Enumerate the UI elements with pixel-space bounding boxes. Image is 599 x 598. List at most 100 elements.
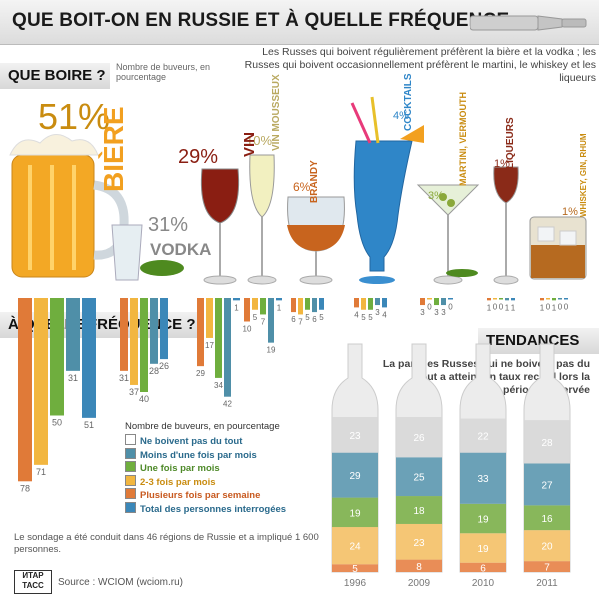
- freq-bar: [120, 298, 128, 371]
- section-trends-label: TENDANCES: [486, 332, 580, 349]
- trend-segment: [332, 497, 378, 528]
- freq-value-label: 78: [20, 483, 30, 493]
- freq-bar: [298, 298, 303, 315]
- freq-bar: [354, 298, 359, 308]
- category-label-wine: VIN: [241, 131, 258, 157]
- freq-value-label: 7: [261, 317, 266, 326]
- freq-bar: [276, 298, 282, 301]
- freq-bar: [305, 298, 310, 310]
- freq-value-label: 0: [448, 303, 453, 312]
- freq-value-label: 1: [552, 303, 557, 312]
- freq-value-label: 5: [319, 313, 324, 322]
- freq-bar: [505, 298, 509, 301]
- pct-label-beer: 51%: [38, 96, 111, 137]
- freq-value-label: 0: [499, 303, 504, 312]
- category-label-vodka: VODKA: [150, 240, 212, 259]
- trend-value-label: 26: [413, 433, 425, 444]
- freq-bar: [34, 298, 48, 465]
- freq-value-label: 1: [540, 303, 545, 312]
- legend-item: Moins d'une fois par mois: [125, 447, 257, 461]
- title-bar: QUE BOIT-ON EN RUSSIE ET À QUELLE FRÉQUE…: [0, 0, 599, 45]
- freq-value-label: 3: [441, 308, 446, 317]
- freq-value-label: 50: [52, 418, 62, 428]
- pct-label-brandy: 6%: [293, 180, 311, 194]
- freq-bar: [420, 298, 425, 306]
- freq-bar: [319, 298, 324, 310]
- trend-year-label: 1996: [344, 578, 367, 589]
- freq-bar: [312, 298, 317, 313]
- vodka-glass-icon: [111, 224, 184, 281]
- category-label-sparkling: VIN MOUSSEUX: [271, 74, 282, 151]
- freq-value-label: 1: [234, 303, 239, 312]
- pct-label-martini: 3%: [428, 190, 444, 202]
- freq-bar: [215, 298, 222, 378]
- trend-value-label: 7: [544, 563, 550, 574]
- trend-year-label: 2009: [408, 578, 431, 589]
- freq-bar: [540, 298, 544, 301]
- freq-bar: [375, 298, 380, 306]
- legend-swatch: [125, 474, 136, 486]
- freq-bar: [160, 298, 168, 360]
- freq-bar: [268, 298, 274, 343]
- legend-item: Ne boivent pas du tout: [125, 434, 242, 447]
- trend-value-label: 24: [349, 542, 361, 553]
- freq-value-label: 6: [312, 315, 317, 324]
- trend-segment: [524, 530, 570, 562]
- freq-value-label: 6: [291, 315, 296, 324]
- freq-bar: [427, 298, 432, 300]
- category-label-beer: BIÈRE: [98, 106, 129, 192]
- trend-value-label: 33: [477, 474, 489, 485]
- freq-bar: [441, 298, 446, 306]
- freq-bar: [564, 298, 568, 300]
- trend-value-label: 27: [541, 480, 553, 491]
- trend-value-label: 23: [413, 538, 425, 549]
- freq-bar: [130, 298, 138, 385]
- freq-value-label: 7: [298, 317, 303, 326]
- trend-year-label: 2011: [536, 578, 558, 589]
- trend-segment: [396, 559, 442, 572]
- pct-label-whiskey: 1%: [562, 206, 578, 218]
- freq-value-label: 1: [487, 303, 492, 312]
- trend-segment: [332, 417, 378, 453]
- freq-bar: [291, 298, 296, 313]
- legend-swatch: [125, 461, 136, 472]
- freq-bar: [434, 298, 439, 306]
- freq-value-label: 0: [427, 303, 432, 312]
- trend-value-label: 29: [349, 471, 361, 482]
- freq-value-label: 5: [368, 313, 373, 322]
- trend-value-label: 28: [541, 438, 553, 449]
- freq-value-label: 31: [68, 373, 78, 383]
- legend-swatch: [125, 501, 136, 513]
- freq-value-label: 1: [511, 303, 516, 312]
- freq-value-label: 0: [558, 303, 563, 312]
- freq-bar: [252, 298, 258, 310]
- champagne-glass-icon: [247, 154, 277, 285]
- legend-label: Moins d'une fois par mois: [140, 449, 257, 461]
- legend-label: Ne boivent pas du tout: [140, 436, 243, 447]
- what-note: Nombre de buveurs, en pourcentage: [116, 62, 211, 82]
- freq-value-label: 5: [361, 313, 366, 322]
- legend-title: Nombre de buveurs, en pourcentage: [125, 421, 280, 432]
- legend-item: 2-3 fois par mois: [125, 474, 216, 488]
- freq-bar: [82, 298, 96, 418]
- legend-label: Total des personnes interrogées: [140, 503, 287, 515]
- freq-bar: [368, 298, 373, 310]
- freq-value-label: 0: [493, 303, 498, 312]
- trend-segment: [396, 523, 442, 560]
- legend-item: Une fois par mois: [125, 461, 220, 474]
- freq-bar: [511, 298, 515, 301]
- pct-label-cocktails: 4%: [393, 110, 409, 122]
- freq-bar: [382, 298, 387, 308]
- legend-label: Une fois par mois: [140, 463, 220, 474]
- cocktail-glass-icon: [350, 96, 424, 284]
- pct-label-wine: 29%: [178, 146, 219, 168]
- legend-label: Plusieurs fois par semaine: [140, 490, 261, 501]
- bottle-icon: [470, 15, 587, 31]
- freq-bar: [150, 298, 158, 364]
- trend-segment: [524, 463, 570, 506]
- trend-segment: [332, 452, 378, 498]
- freq-value-label: 10: [243, 325, 252, 334]
- freq-bar: [361, 298, 366, 310]
- freq-bar: [233, 298, 240, 301]
